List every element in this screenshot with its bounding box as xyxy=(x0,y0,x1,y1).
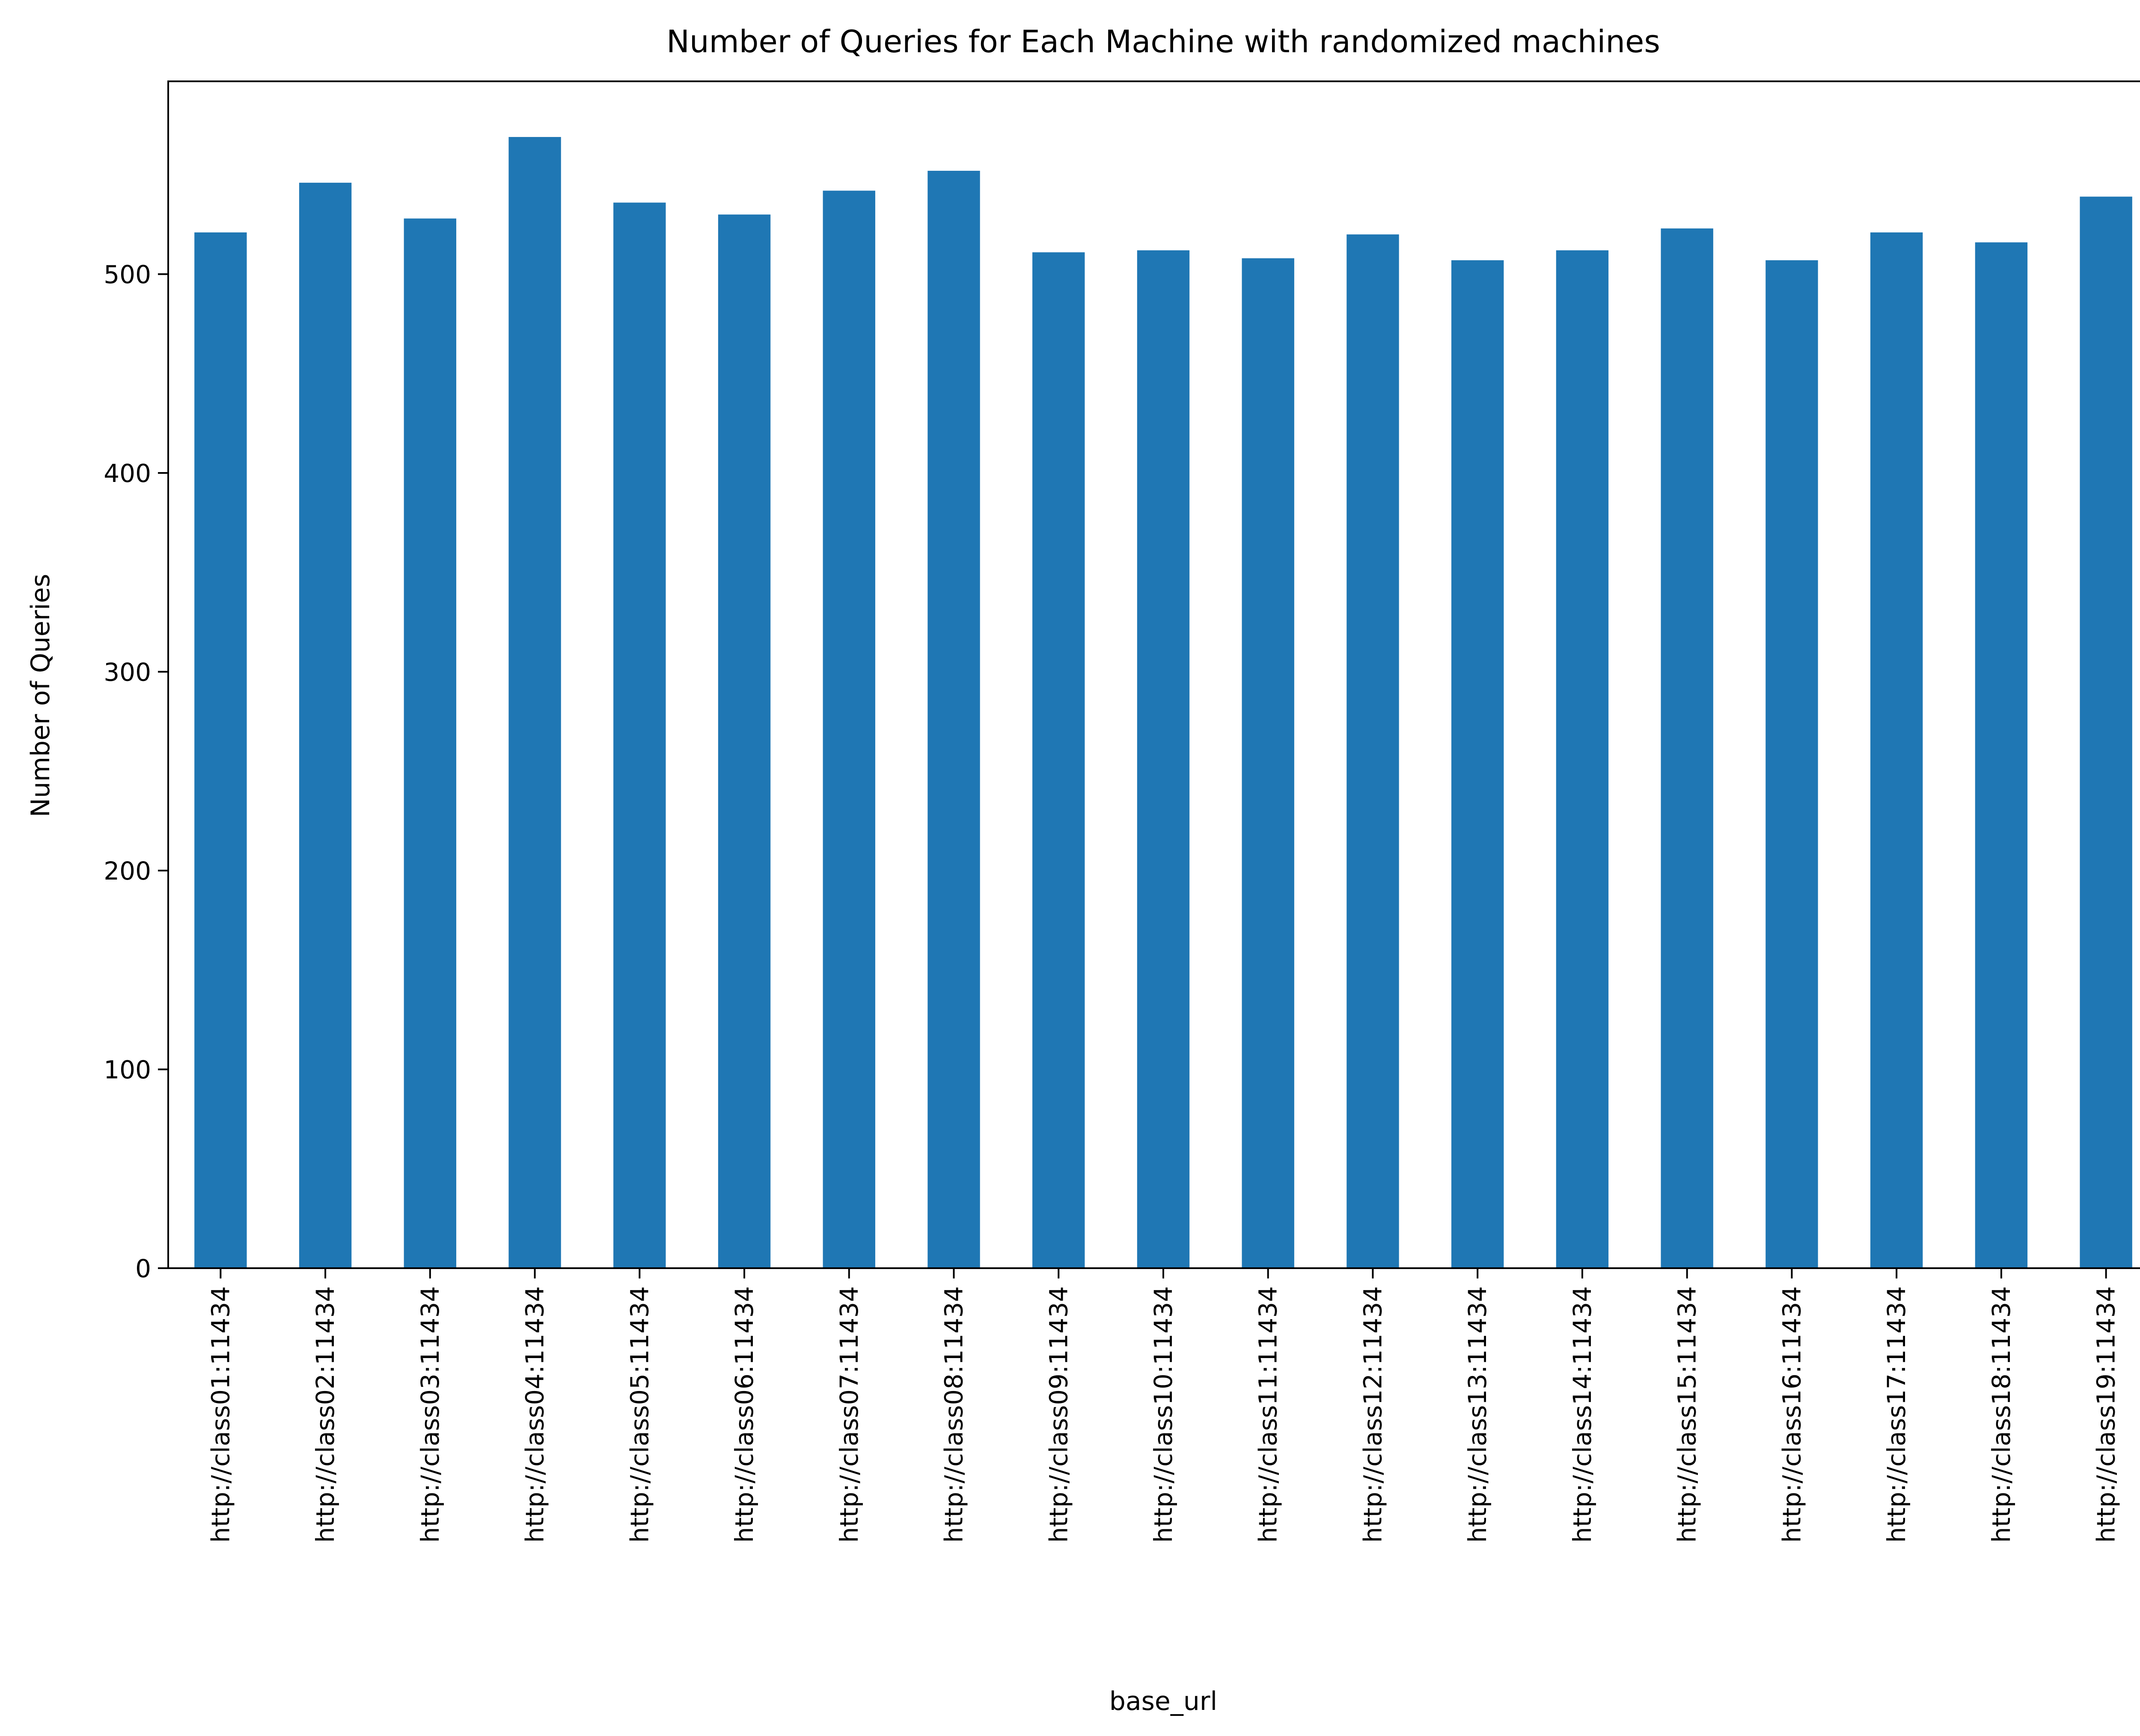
y-tick-label: 0 xyxy=(135,1254,151,1283)
x-tick-label: http://class19:11434 xyxy=(2092,1286,2121,1543)
bar-14 xyxy=(1556,250,1609,1269)
x-tick-label: http://class16:11434 xyxy=(1777,1286,1806,1543)
plot-frame xyxy=(167,80,2140,1269)
chart-title: Number of Queries for Each Machine with … xyxy=(666,24,1660,59)
bar-10 xyxy=(1137,250,1190,1269)
bar-15 xyxy=(1661,228,1713,1268)
bar-12 xyxy=(1346,234,1399,1268)
x-tick-label: http://class08:11434 xyxy=(939,1286,969,1543)
bar-7 xyxy=(823,190,875,1269)
x-tick-label: http://class17:11434 xyxy=(1882,1286,1911,1543)
x-tick-label: http://class11:11434 xyxy=(1254,1286,1283,1543)
bars-group xyxy=(194,137,2132,1269)
x-tick-label: http://class02:11434 xyxy=(311,1286,340,1543)
x-tick-label: http://class13:11434 xyxy=(1463,1286,1492,1543)
bar-11 xyxy=(1242,258,1294,1269)
bar-18 xyxy=(1975,242,2028,1268)
bar-5 xyxy=(613,202,666,1268)
bar-16 xyxy=(1766,260,1818,1268)
x-tick-label: http://class07:11434 xyxy=(835,1286,864,1543)
bar-1 xyxy=(194,232,247,1268)
bar-4 xyxy=(508,137,561,1269)
y-tick-label: 200 xyxy=(104,856,151,886)
x-tick-label: http://class03:11434 xyxy=(416,1286,445,1543)
y-tick-label: 500 xyxy=(104,260,151,289)
x-tick-label: http://class10:11434 xyxy=(1149,1286,1178,1543)
y-tick-label: 300 xyxy=(104,658,151,687)
x-tick-label: http://class12:11434 xyxy=(1358,1286,1387,1543)
x-tick-label: http://class15:11434 xyxy=(1673,1286,1702,1543)
bar-6 xyxy=(718,214,771,1268)
x-tick-label: http://class09:11434 xyxy=(1044,1286,1073,1543)
bar-13 xyxy=(1451,260,1504,1268)
bar-9 xyxy=(1032,252,1085,1268)
bar-17 xyxy=(1870,232,1923,1268)
bar-3 xyxy=(404,218,457,1268)
y-tick-label: 100 xyxy=(104,1055,151,1085)
x-axis-label: base_url xyxy=(1109,1686,1217,1716)
bar-8 xyxy=(927,171,980,1269)
y-tick-label: 400 xyxy=(104,459,151,488)
y-axis: 0 100 200 300 400 500 xyxy=(104,260,168,1283)
x-tick-label: http://class04:11434 xyxy=(520,1286,550,1543)
x-axis: http://class01:11434 http://class02:11434… xyxy=(206,1268,2121,1543)
x-tick-label: http://class05:11434 xyxy=(625,1286,654,1543)
x-tick-label: http://class01:11434 xyxy=(206,1286,235,1543)
bar-19 xyxy=(2080,196,2132,1268)
y-axis-label: Number of Queries xyxy=(26,574,56,817)
x-tick-label: http://class14:11434 xyxy=(1568,1286,1597,1543)
bar-2 xyxy=(299,182,352,1269)
x-tick-label: http://class18:11434 xyxy=(1987,1286,2016,1543)
x-tick-label: http://class06:11434 xyxy=(730,1286,759,1543)
